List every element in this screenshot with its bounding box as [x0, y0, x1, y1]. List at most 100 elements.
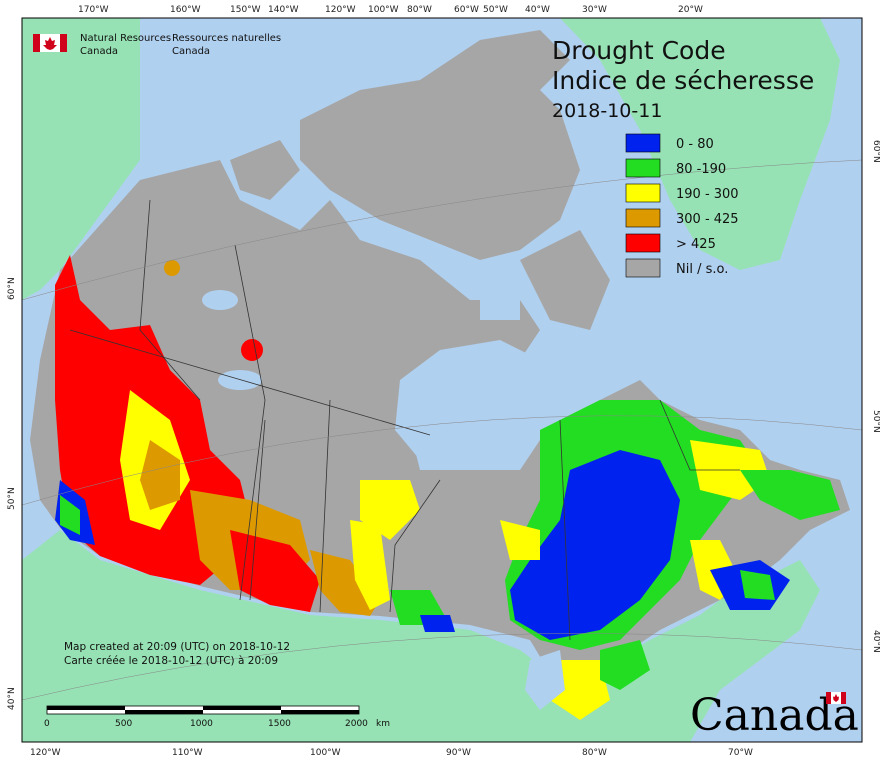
top-tick: 160°W	[170, 5, 201, 15]
legend-swatch	[625, 133, 661, 153]
scale-bar-segment	[203, 706, 281, 710]
flag-bar-right	[60, 34, 67, 52]
class-gt425-sask	[230, 530, 320, 612]
credit-french: Carte créée le 2018-10-12 (UTC) à 20:09	[64, 655, 278, 667]
class-300-425-yukon	[164, 260, 180, 276]
alaska-land	[22, 18, 140, 300]
right-tick: 50°N	[871, 410, 880, 433]
agency-fr-line1: Ressources naturelles	[172, 33, 281, 44]
great-bear-lake	[202, 290, 238, 310]
top-tick: 120°W	[325, 5, 356, 15]
class-0-80-quebec	[510, 450, 680, 640]
top-tick: 20°W	[678, 5, 703, 15]
agency-signature: Natural Resources Canada Ressources natu…	[33, 33, 281, 57]
top-tick: 140°W	[268, 5, 299, 15]
legend-label: 80 -190	[676, 162, 726, 177]
scale-label: 1500	[268, 719, 291, 729]
legend-label: > 425	[676, 237, 716, 252]
class-80-190-nova-scotia	[740, 570, 775, 600]
class-gt425-nwt	[241, 339, 263, 361]
top-tick: 80°W	[407, 5, 432, 15]
title-french: Indice de sécheresse	[552, 66, 814, 95]
class-300-425-bc	[140, 440, 180, 510]
left-tick: 40°N	[7, 687, 17, 710]
top-tick: 170°W	[78, 5, 109, 15]
bottom-tick: 120°W	[30, 748, 61, 758]
scale-bar: 0 500 1000 1500 2000 km	[44, 705, 390, 729]
legend-swatch	[625, 183, 661, 203]
class-190-300-s-ontario	[550, 660, 610, 720]
agency-fr-line2: Canada	[172, 46, 210, 57]
graticule	[21, 159, 863, 701]
left-tick-labels: 60°N 50°N 40°N	[7, 277, 17, 710]
scale-bar-segment	[47, 706, 125, 710]
map-border	[21, 17, 863, 743]
class-80-190-s-ontario	[600, 640, 650, 690]
bottom-tick-labels: 120°W 110°W 100°W 90°W 80°W 70°W	[30, 748, 753, 758]
right-tick: 60°N	[871, 140, 880, 163]
top-tick: 150°W	[230, 5, 261, 15]
right-tick-labels: 60°N 50°N 40°N	[871, 140, 880, 653]
wordmark-maple-leaf-icon	[833, 694, 839, 702]
legend-swatch	[625, 233, 661, 253]
legend: 0 - 80 80 -190 190 - 300 300 - 425 > 425…	[625, 133, 739, 278]
legend-label: 300 - 425	[676, 212, 739, 227]
scale-label: 0	[44, 719, 50, 729]
scale-bar-segment	[125, 710, 203, 714]
legend-label: 0 - 80	[676, 137, 714, 152]
legend-swatch	[625, 208, 661, 228]
province-borders	[69, 199, 740, 641]
class-80-190-labrador-east	[740, 470, 840, 520]
flag-bar-left	[33, 34, 40, 52]
class-190-300-manitoba-south	[350, 520, 390, 610]
scale-bar-segment	[281, 710, 359, 714]
foxe-basin	[480, 290, 520, 320]
baffin-island	[520, 230, 610, 330]
map-title: Drought Code Indice de sécheresse 2018-1…	[552, 36, 814, 122]
top-tick: 40°W	[525, 5, 550, 15]
great-lakes	[525, 650, 565, 710]
agency-en-line1: Natural Resources	[80, 33, 171, 44]
legend-label: 190 - 300	[676, 187, 739, 202]
scale-unit: km	[376, 719, 390, 729]
top-tick: 30°W	[582, 5, 607, 15]
bottom-tick: 110°W	[172, 748, 203, 758]
top-tick-labels: 170°W 160°W 150°W 140°W 120°W 100°W 80°W…	[78, 5, 703, 15]
class-300-425-manitoba	[310, 550, 380, 616]
hudson-bay	[395, 340, 550, 470]
class-0-80-nw-ontario	[420, 615, 455, 632]
wordmark-flag-left	[826, 692, 831, 704]
bottom-tick: 90°W	[446, 748, 471, 758]
right-tick: 40°N	[871, 630, 880, 653]
legend-label: Nil / s.o.	[676, 262, 728, 277]
greenland-land	[560, 18, 840, 270]
left-tick: 50°N	[7, 487, 17, 510]
scale-label: 2000	[345, 719, 368, 729]
arctic-islands	[300, 60, 580, 260]
credit-english: Map created at 20:09 (UTC) on 2018-10-12	[64, 641, 290, 653]
map-credits: Map created at 20:09 (UTC) on 2018-10-12…	[64, 641, 290, 667]
maple-leaf-icon	[43, 37, 57, 50]
scale-label: 500	[115, 719, 132, 729]
banks-island	[230, 140, 300, 200]
agency-en-line2: Canada	[80, 46, 118, 57]
left-tick: 60°N	[7, 277, 17, 300]
legend-swatch	[625, 158, 661, 178]
bottom-tick: 70°W	[728, 748, 753, 758]
class-80-190-bc-coast	[60, 495, 80, 535]
legend-swatch	[625, 258, 661, 278]
bottom-tick: 100°W	[310, 748, 341, 758]
bottom-tick: 80°W	[582, 748, 607, 758]
top-tick: 100°W	[368, 5, 399, 15]
scale-label: 1000	[190, 719, 213, 729]
class-190-300-n-ontario	[500, 520, 540, 560]
top-tick: 60°W	[454, 5, 479, 15]
wordmark-flag-right	[841, 692, 846, 704]
top-tick: 50°W	[483, 5, 508, 15]
map-date: 2018-10-11	[552, 100, 662, 122]
title-english: Drought Code	[552, 36, 726, 65]
canada-wordmark: Canada	[690, 690, 859, 741]
ellesmere-island	[420, 30, 570, 90]
